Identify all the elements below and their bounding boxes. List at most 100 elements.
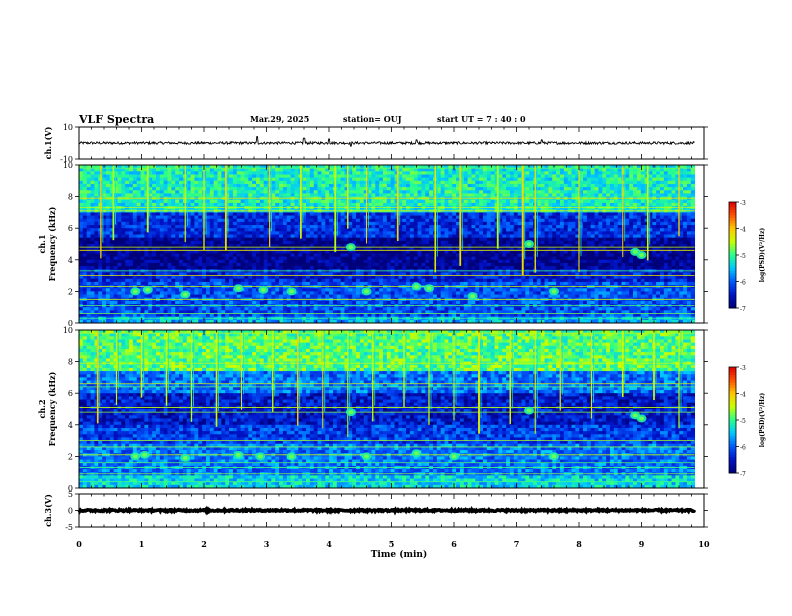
ch1-spectrogram-cell: [564, 222, 568, 226]
ch1-spectrogram-cell: [641, 193, 645, 197]
ch1-spectrogram-cell: [91, 181, 95, 185]
ch1-spectrogram-cell: [410, 250, 414, 254]
ch1-spectrogram-cell: [214, 171, 218, 175]
ch1-spectrogram-cell: [583, 184, 587, 188]
ch1-spectrogram-cell: [191, 216, 195, 220]
ch1-spectrogram-cell: [514, 257, 518, 261]
ch1-spectrogram-cell: [352, 216, 356, 220]
ch1-spectrogram-cell: [371, 228, 375, 232]
ch1-spectrogram-cell: [556, 238, 560, 242]
ch1-spectrogram-cell: [410, 225, 414, 229]
ch1-spectrogram-cell: [383, 235, 387, 239]
ch1-spectrogram-cell: [275, 171, 279, 175]
ch1-spectrogram-cell: [560, 184, 564, 188]
ch1-spectrogram-cell: [398, 178, 402, 182]
ch1-spectrogram-cell: [94, 178, 98, 182]
ch1-spectrogram-cell: [687, 184, 691, 188]
ch1-spectrogram-cell: [491, 228, 495, 232]
ch1-spectrogram-cell: [683, 181, 687, 185]
ch1-spectrogram-cell: [237, 181, 241, 185]
ch1-spectrogram-cell: [318, 212, 322, 216]
ch1-spectrogram-cell: [160, 241, 164, 245]
ch1-spectrogram-cell: [614, 178, 618, 182]
ch1-spectrogram-cell: [175, 178, 179, 182]
ch1-spectrogram-cell: [552, 171, 556, 175]
ch1-spectrogram-cell: [348, 168, 352, 172]
ch1-spectrogram-cell: [321, 190, 325, 194]
ch1-spectrogram-cell: [660, 219, 664, 223]
ch1-spectrogram-cell: [487, 225, 491, 229]
ch1-spectrogram-cell: [625, 174, 629, 178]
ch1-spectrogram-cell: [452, 257, 456, 261]
ch1-spectrogram-cell: [379, 238, 383, 242]
ch1-spectrogram-cell: [464, 225, 468, 229]
ch1-spectrogram-cell: [491, 241, 495, 245]
ch1-spectrogram-cell: [218, 231, 222, 235]
ch1-spectrogram-cell: [360, 260, 364, 264]
ch1-spectrogram-cell: [383, 253, 387, 257]
ch1-spectrogram-cell: [237, 200, 241, 204]
ch1-spectrogram-cell: [160, 200, 164, 204]
ch1-spectrogram-cell: [341, 190, 345, 194]
ch1-spectrogram-cell: [310, 253, 314, 257]
ch1-spectrogram-cell: [406, 203, 410, 207]
ch1-spectrogram-cell: [637, 174, 641, 178]
ch1-spectrogram-cell: [310, 187, 314, 191]
ch1-spectrogram-cell: [637, 219, 641, 223]
ch1-spectrogram-cell: [117, 235, 121, 239]
ch1-spectrogram-cell: [568, 184, 572, 188]
ch1-spectrogram-cell: [248, 181, 252, 185]
ch1-spectrogram-cell: [587, 178, 591, 182]
ch1-spectrogram-cell: [206, 181, 210, 185]
ch1-spectrogram-cell: [598, 253, 602, 257]
ch1-spectrogram-cell: [548, 228, 552, 232]
ch1-spectrogram-cell: [256, 171, 260, 175]
ch1-spectrogram-cell: [156, 222, 160, 226]
ch1-spectrogram-cell: [121, 238, 125, 242]
ch1-spectrogram-cell: [306, 171, 310, 175]
ch1-spectrogram-cell: [83, 178, 87, 182]
ch1-spectrogram-cell: [668, 187, 672, 191]
ch1-spectrogram-cell: [152, 171, 156, 175]
ch1-spectrogram-cell: [633, 171, 637, 175]
ch1-spectrogram-cell: [191, 253, 195, 257]
ch1-spectrogram-cell: [171, 203, 175, 207]
ch1-spectrogram-cell: [652, 200, 656, 204]
ch1-spectrogram-cell: [652, 253, 656, 257]
ch1-spectrogram-cell: [156, 174, 160, 178]
ch1-spectrogram-cell: [152, 187, 156, 191]
ch1-spectrogram-cell: [572, 257, 576, 261]
ch1-spectrogram-cell: [441, 184, 445, 188]
ch1-spectrogram-cell: [452, 187, 456, 191]
ch1-spectrogram-cell: [687, 171, 691, 175]
ch1-spectrogram-cell: [568, 203, 572, 207]
ch1-spectrogram-cell: [510, 219, 514, 223]
ch1-spectrogram-cell: [171, 228, 175, 232]
ch1-spectrogram-cell: [479, 241, 483, 245]
ch1-spectrogram-cell: [94, 181, 98, 185]
ch1-spectrogram-cell: [352, 250, 356, 254]
ch1-spectrogram-cell: [464, 178, 468, 182]
ch1-spectrogram-cell: [506, 222, 510, 226]
ch1-spectrogram-cell: [233, 225, 237, 229]
ch1-spectrogram-cell: [329, 181, 333, 185]
ch1-spectrogram-cell: [502, 171, 506, 175]
ch1-spectrogram-cell: [210, 219, 214, 223]
ch1-spectrogram-cell: [318, 174, 322, 178]
ch1-spectrogram-cell: [221, 203, 225, 207]
ch1-spectrogram-cell: [160, 168, 164, 172]
ch1-spectrogram-cell: [133, 190, 137, 194]
ch1-spectrogram-cell: [660, 203, 664, 207]
ch1-spectrogram-cell: [164, 225, 168, 229]
ch1-spectrogram-cell: [117, 178, 121, 182]
ch1-spectrogram-cell: [525, 219, 529, 223]
ch1-spectrogram-cell: [598, 257, 602, 261]
ch1-spectrogram-cell: [156, 219, 160, 223]
ch1-spectrogram-cell: [83, 168, 87, 172]
ch1-spectrogram-cell: [402, 222, 406, 226]
ch1-spectrogram-cell: [564, 174, 568, 178]
ch1-spectrogram-cell: [206, 222, 210, 226]
ch1-spectrogram-cell: [175, 200, 179, 204]
ch1-spectrogram-cell: [475, 257, 479, 261]
ch1-spectrogram-cell: [344, 253, 348, 257]
